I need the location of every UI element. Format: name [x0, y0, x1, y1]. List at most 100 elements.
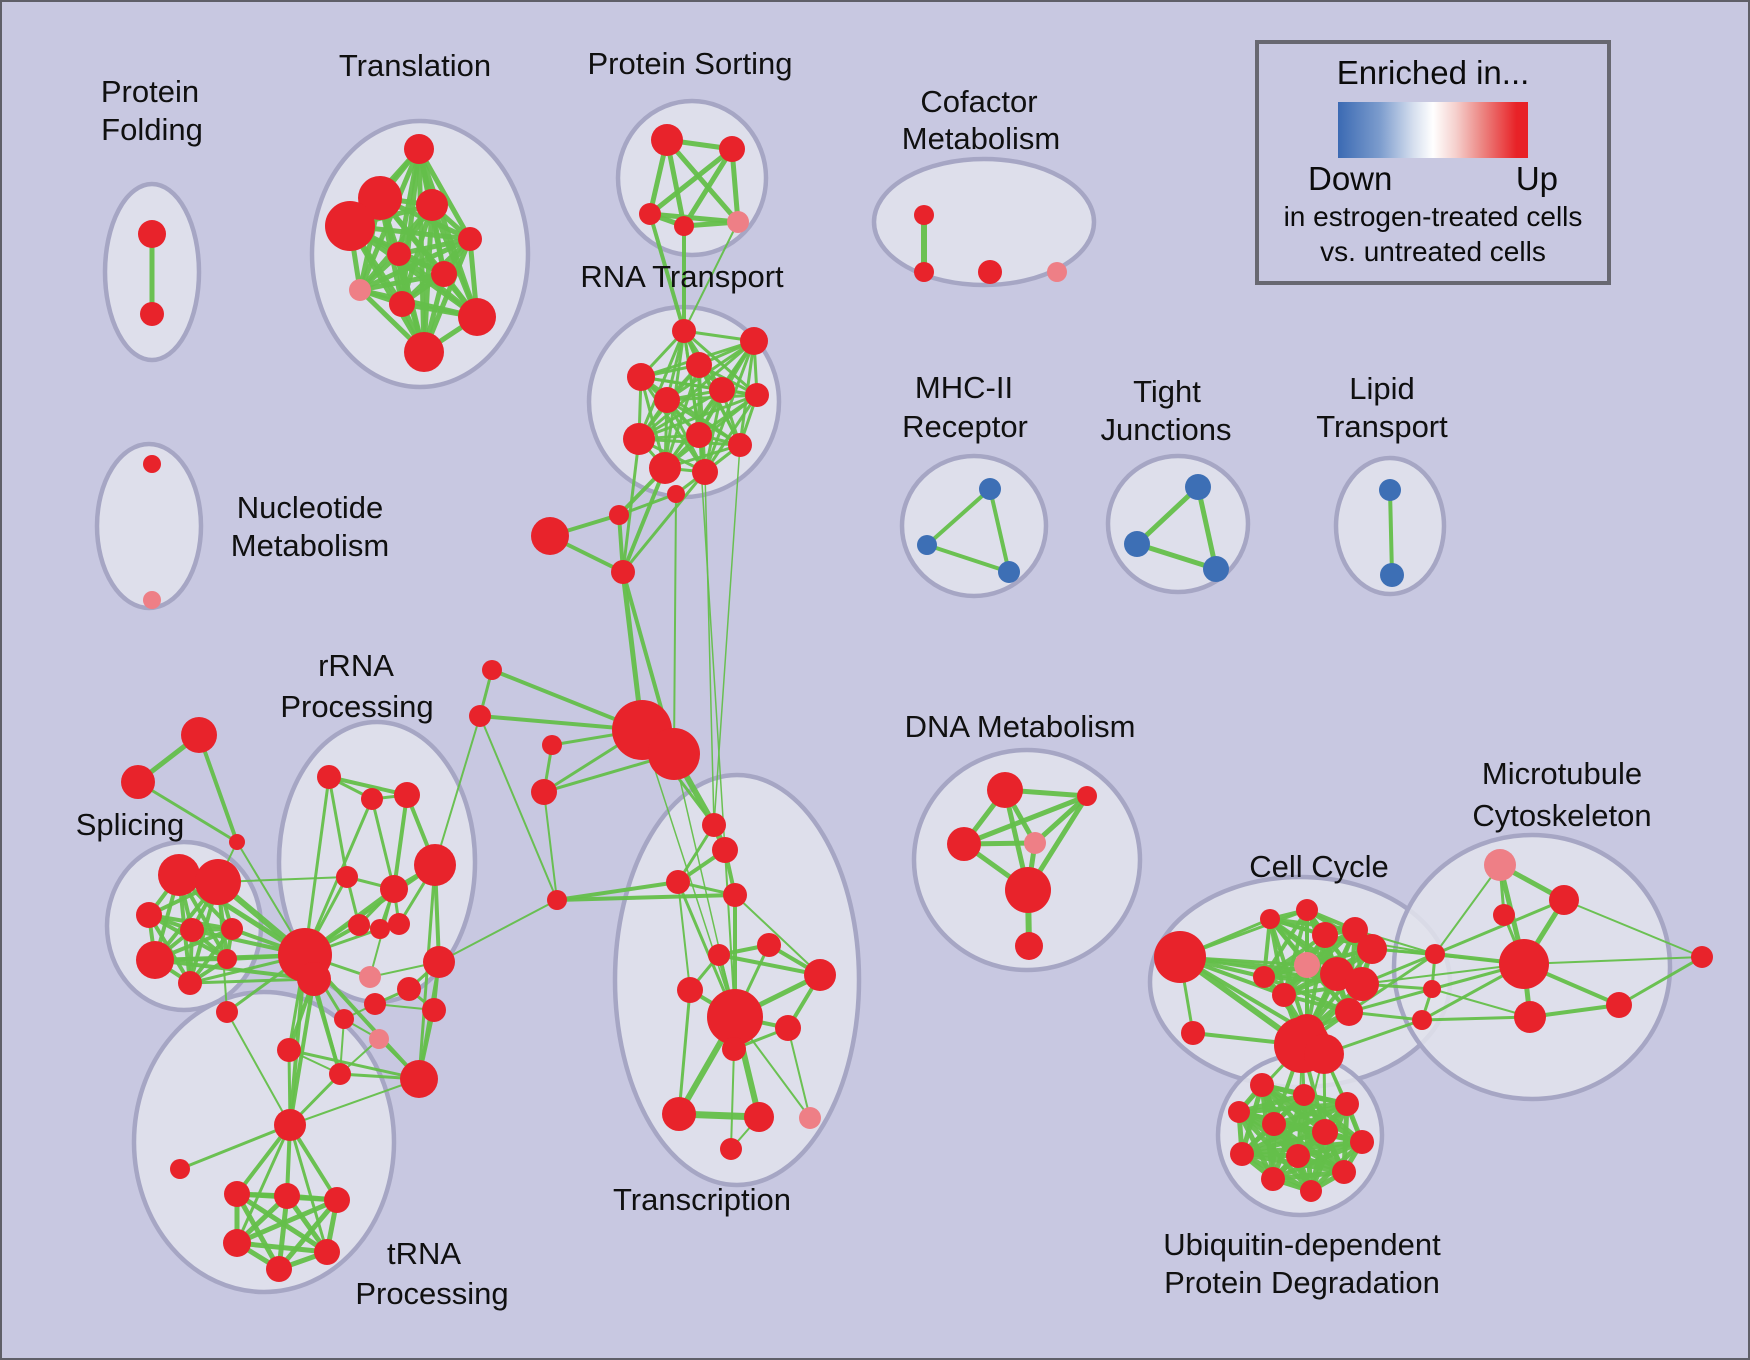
- gene-set-node[interactable]: [140, 302, 164, 326]
- gene-set-node[interactable]: [757, 933, 781, 957]
- gene-set-node[interactable]: [1312, 1119, 1338, 1145]
- gene-set-node[interactable]: [388, 913, 410, 935]
- gene-set-node[interactable]: [1312, 922, 1338, 948]
- gene-set-node[interactable]: [158, 854, 200, 896]
- gene-set-node[interactable]: [277, 1038, 301, 1062]
- gene-set-node[interactable]: [654, 387, 680, 413]
- gene-set-node[interactable]: [1294, 952, 1320, 978]
- gene-set-node[interactable]: [274, 1109, 306, 1141]
- gene-set-node[interactable]: [1253, 966, 1275, 988]
- gene-set-node[interactable]: [195, 859, 241, 905]
- gene-set-node[interactable]: [662, 1097, 696, 1131]
- gene-set-node[interactable]: [217, 949, 237, 969]
- gene-set-node[interactable]: [1357, 934, 1387, 964]
- gene-set-node[interactable]: [1379, 479, 1401, 501]
- gene-set-node[interactable]: [274, 1183, 300, 1209]
- gene-set-node[interactable]: [1154, 931, 1206, 983]
- gene-set-node[interactable]: [804, 959, 836, 991]
- gene-set-node[interactable]: [1332, 1160, 1356, 1184]
- gene-set-node[interactable]: [1412, 1010, 1432, 1030]
- gene-set-node[interactable]: [1077, 786, 1097, 806]
- gene-set-node[interactable]: [359, 966, 381, 988]
- gene-set-node[interactable]: [674, 216, 694, 236]
- gene-set-node[interactable]: [649, 452, 681, 484]
- gene-set-node[interactable]: [1335, 998, 1363, 1026]
- gene-set-node[interactable]: [1272, 983, 1296, 1007]
- gene-set-node[interactable]: [1293, 1084, 1315, 1106]
- gene-set-node[interactable]: [542, 735, 562, 755]
- gene-set-node[interactable]: [1484, 849, 1516, 881]
- gene-set-node[interactable]: [692, 459, 718, 485]
- gene-set-node[interactable]: [458, 298, 496, 336]
- gene-set-node[interactable]: [702, 813, 726, 837]
- gene-set-node[interactable]: [266, 1256, 292, 1282]
- gene-set-node[interactable]: [651, 124, 683, 156]
- gene-set-node[interactable]: [686, 352, 712, 378]
- gene-set-node[interactable]: [334, 1009, 354, 1029]
- gene-set-node[interactable]: [1286, 1144, 1310, 1168]
- gene-set-node[interactable]: [1024, 832, 1046, 854]
- gene-set-node[interactable]: [728, 433, 752, 457]
- gene-set-node[interactable]: [745, 383, 769, 407]
- gene-set-node[interactable]: [1262, 1112, 1286, 1136]
- gene-set-node[interactable]: [181, 717, 217, 753]
- gene-set-node[interactable]: [380, 875, 408, 903]
- gene-set-node[interactable]: [325, 201, 375, 251]
- gene-set-node[interactable]: [1250, 1073, 1274, 1097]
- gene-set-node[interactable]: [361, 788, 383, 810]
- gene-set-node[interactable]: [170, 1159, 190, 1179]
- gene-set-node[interactable]: [336, 866, 358, 888]
- gene-set-node[interactable]: [998, 561, 1020, 583]
- gene-set-node[interactable]: [720, 1138, 742, 1160]
- gene-set-node[interactable]: [329, 1063, 351, 1085]
- gene-set-node[interactable]: [1345, 967, 1379, 1001]
- gene-set-node[interactable]: [677, 977, 703, 1003]
- gene-set-node[interactable]: [1185, 474, 1211, 500]
- gene-set-node[interactable]: [917, 535, 937, 555]
- gene-set-node[interactable]: [404, 332, 444, 372]
- gene-set-node[interactable]: [775, 1015, 801, 1041]
- gene-set-node[interactable]: [1203, 556, 1229, 582]
- gene-set-node[interactable]: [1228, 1101, 1250, 1123]
- gene-set-node[interactable]: [121, 765, 155, 799]
- gene-set-node[interactable]: [1015, 932, 1043, 960]
- gene-set-node[interactable]: [1124, 531, 1150, 557]
- gene-set-node[interactable]: [707, 989, 763, 1045]
- gene-set-node[interactable]: [229, 834, 245, 850]
- gene-set-node[interactable]: [422, 998, 446, 1022]
- gene-set-node[interactable]: [370, 919, 390, 939]
- gene-set-node[interactable]: [648, 728, 700, 780]
- gene-set-node[interactable]: [666, 870, 690, 894]
- gene-set-node[interactable]: [1691, 946, 1713, 968]
- gene-set-node[interactable]: [719, 136, 745, 162]
- gene-set-node[interactable]: [1181, 1021, 1205, 1045]
- gene-set-node[interactable]: [947, 827, 981, 861]
- gene-set-node[interactable]: [1342, 917, 1368, 943]
- gene-set-node[interactable]: [722, 1037, 746, 1061]
- gene-set-node[interactable]: [317, 765, 341, 789]
- gene-set-node[interactable]: [423, 946, 455, 978]
- gene-set-node[interactable]: [979, 478, 1001, 500]
- gene-set-node[interactable]: [458, 227, 482, 251]
- gene-set-node[interactable]: [667, 485, 685, 503]
- gene-set-node[interactable]: [1380, 563, 1404, 587]
- gene-set-node[interactable]: [623, 423, 655, 455]
- gene-set-node[interactable]: [1304, 1034, 1344, 1074]
- gene-set-node[interactable]: [1261, 1167, 1285, 1191]
- gene-set-node[interactable]: [223, 1229, 251, 1257]
- gene-set-node[interactable]: [221, 918, 243, 940]
- gene-set-node[interactable]: [136, 941, 174, 979]
- gene-set-node[interactable]: [708, 944, 730, 966]
- gene-set-node[interactable]: [1296, 899, 1318, 921]
- gene-set-node[interactable]: [1260, 909, 1280, 929]
- gene-set-node[interactable]: [1047, 262, 1067, 282]
- gene-set-node[interactable]: [723, 883, 747, 907]
- gene-set-node[interactable]: [324, 1187, 350, 1213]
- gene-set-node[interactable]: [531, 517, 569, 555]
- gene-set-node[interactable]: [1230, 1142, 1254, 1166]
- gene-set-node[interactable]: [178, 971, 202, 995]
- gene-set-node[interactable]: [1350, 1130, 1374, 1154]
- gene-set-node[interactable]: [744, 1102, 774, 1132]
- gene-set-node[interactable]: [143, 591, 161, 609]
- gene-set-node[interactable]: [414, 844, 456, 886]
